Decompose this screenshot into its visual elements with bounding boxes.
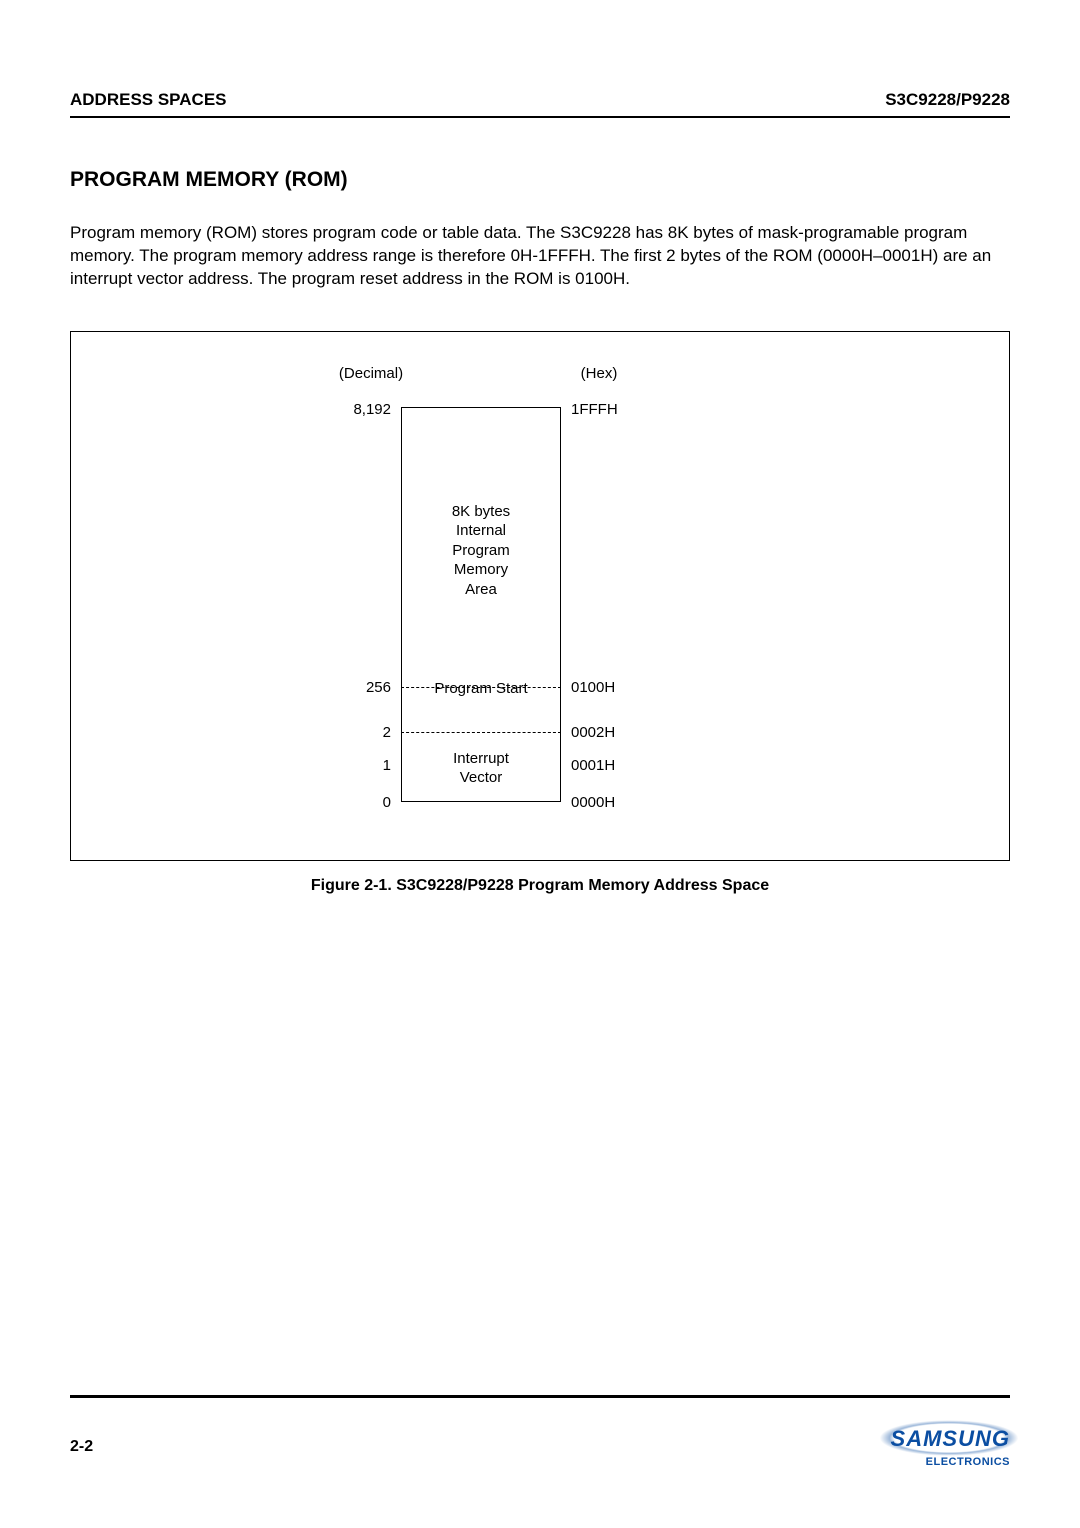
body-paragraph: Program memory (ROM) stores program code… [70, 222, 1010, 291]
brand-logo: SAMSUNG ELECTRONICS [891, 1426, 1010, 1468]
dashed-0002h [401, 732, 561, 733]
memory-diagram: (Decimal) (Hex) 8K bytes Internal Progra… [71, 387, 1009, 860]
dec-8192: 8,192 [311, 401, 391, 418]
samsung-logo-text: SAMSUNG [891, 1426, 1010, 1452]
dec-2: 2 [311, 724, 391, 741]
page-number: 2-2 [70, 1438, 93, 1456]
hex-column-header: (Hex) [569, 365, 629, 382]
figure-box: (Decimal) (Hex) 8K bytes Internal Progra… [70, 331, 1010, 861]
main-area-text: 8K bytes Internal Program Memory Area [416, 502, 546, 600]
electronics-text: ELECTRONICS [891, 1456, 1010, 1468]
memory-rect [401, 407, 561, 802]
dec-1: 1 [311, 757, 391, 774]
footer-rule [70, 1395, 1010, 1398]
page-footer: 2-2 SAMSUNG ELECTRONICS [70, 1395, 1010, 1468]
hex-1fffh: 1FFFH [571, 401, 618, 418]
hex-0100h: 0100H [571, 679, 615, 696]
interrupt-vector-text: Interrupt Vector [416, 749, 546, 788]
dec-256: 256 [311, 679, 391, 696]
section-title: PROGRAM MEMORY (ROM) [70, 168, 1010, 192]
header-right: S3C9228/P9228 [885, 90, 1010, 110]
header-left: ADDRESS SPACES [70, 90, 227, 110]
page-header: ADDRESS SPACES S3C9228/P9228 [70, 90, 1010, 118]
figure-caption: Figure 2-1. S3C9228/P9228 Program Memory… [70, 877, 1010, 895]
decimal-column-header: (Decimal) [331, 365, 411, 382]
hex-0000h: 0000H [571, 794, 615, 811]
hex-0001h: 0001H [571, 757, 615, 774]
dec-0: 0 [311, 794, 391, 811]
hex-0002h: 0002H [571, 724, 615, 741]
program-start-text: Program Start [416, 679, 546, 699]
